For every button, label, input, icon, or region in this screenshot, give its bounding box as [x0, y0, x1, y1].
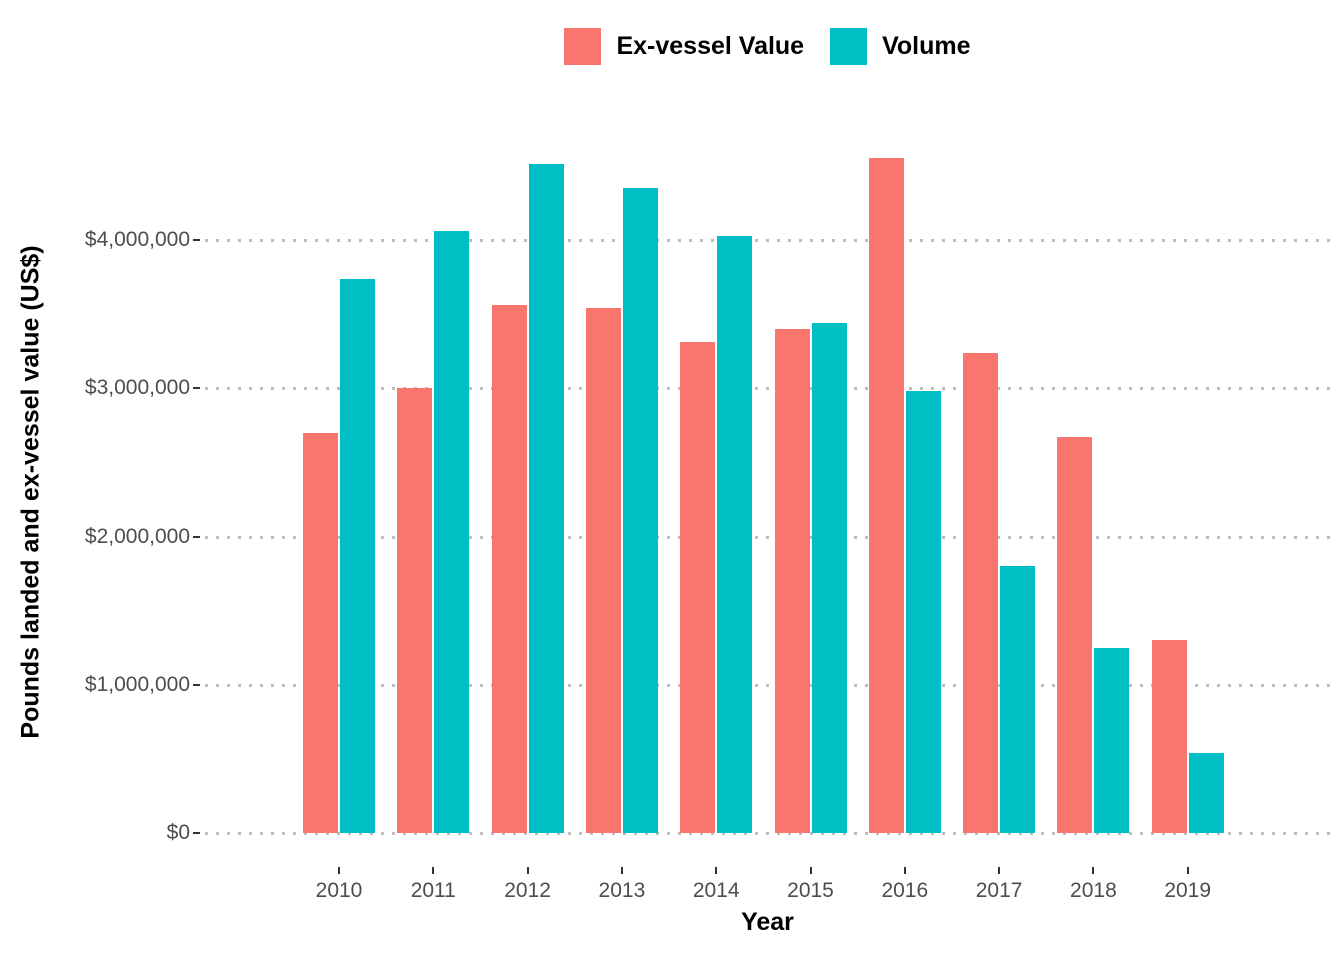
- y-tick-label: $3,000,000: [84, 376, 190, 400]
- bar-ex-vessel-value-2016: [868, 158, 904, 833]
- x-tick-label: 2012: [504, 879, 551, 902]
- legend-label-volume: Volume: [882, 32, 971, 60]
- y-gridline: [205, 535, 1330, 539]
- x-axis-tick: [620, 867, 623, 874]
- x-tick-label: 2011: [410, 879, 456, 902]
- bar-ex-vessel-value-2017: [963, 352, 999, 833]
- bar-volume-2010: [340, 278, 375, 833]
- legend-item-volume: Volume: [830, 28, 971, 65]
- x-tick-label: 2010: [315, 879, 363, 902]
- bar-ex-vessel-value-2011: [397, 388, 433, 833]
- x-axis-tick: [903, 867, 906, 874]
- y-gridline: [205, 239, 1330, 242]
- x-tick-label: 2016: [881, 879, 929, 902]
- bar-volume-2015: [811, 323, 847, 833]
- bar-volume-2014: [717, 235, 753, 833]
- x-tick-label: 2019: [1164, 879, 1212, 902]
- y-tick-label: $2,000,000: [84, 524, 190, 548]
- y-axis-tick: [193, 387, 200, 390]
- y-tick-label: $4,000,000: [84, 228, 190, 251]
- x-tick-label: 2014: [692, 879, 740, 902]
- bar-ex-vessel-value-2015: [774, 328, 810, 833]
- x-tick-label: 2017: [975, 879, 1023, 902]
- bar-ex-vessel-value-2013: [585, 308, 621, 833]
- legend: Ex-vessel Value Volume: [205, 28, 1330, 65]
- x-axis-tick: [809, 867, 812, 874]
- x-axis-tick: [998, 867, 1001, 874]
- legend-swatch-volume: [830, 28, 868, 65]
- bar-volume-2017: [1000, 566, 1036, 833]
- x-axis-tick: [526, 867, 529, 874]
- y-axis-tick: [193, 683, 200, 686]
- y-gridline: [205, 683, 1330, 687]
- legend-label-ex-vessel-value: Ex-vessel Value: [616, 32, 805, 60]
- bar-ex-vessel-value-2010: [303, 432, 338, 833]
- legend-item-ex-vessel-value: Ex-vessel Value: [564, 28, 804, 65]
- x-axis-tick: [715, 867, 718, 874]
- bar-ex-vessel-value-2018: [1057, 437, 1093, 833]
- x-tick-label: 2013: [598, 879, 646, 902]
- y-tick-label: $1,000,000: [84, 672, 190, 696]
- bar-volume-2019: [1188, 752, 1224, 833]
- y-axis-tick: [193, 239, 200, 241]
- bar-volume-2013: [622, 188, 658, 833]
- bar-ex-vessel-value-2019: [1151, 640, 1187, 833]
- x-axis-tick: [338, 867, 340, 874]
- x-tick-label: 2018: [1070, 879, 1117, 902]
- x-axis-tick: [1186, 867, 1189, 874]
- y-tick-label: $0: [166, 821, 190, 844]
- y-gridline: [205, 387, 1330, 391]
- y-axis-title: Pounds landed and ex-vessel value (US$): [16, 245, 45, 739]
- bar-volume-2012: [528, 164, 564, 833]
- bar-volume-2011: [434, 231, 470, 833]
- y-axis-tick: [193, 535, 200, 538]
- x-axis-title: Year: [741, 908, 794, 936]
- bar-ex-vessel-value-2012: [491, 305, 527, 833]
- legend-swatch-ex-vessel-value: [564, 28, 602, 65]
- bar-volume-2016: [905, 391, 941, 833]
- y-axis-tick: [193, 832, 200, 834]
- y-gridline: [205, 832, 1330, 835]
- x-axis-tick: [1092, 867, 1095, 874]
- bar-volume-2018: [1094, 647, 1130, 833]
- x-axis-tick: [432, 867, 435, 874]
- bar-ex-vessel-value-2014: [680, 342, 716, 833]
- x-tick-label: 2015: [787, 879, 834, 902]
